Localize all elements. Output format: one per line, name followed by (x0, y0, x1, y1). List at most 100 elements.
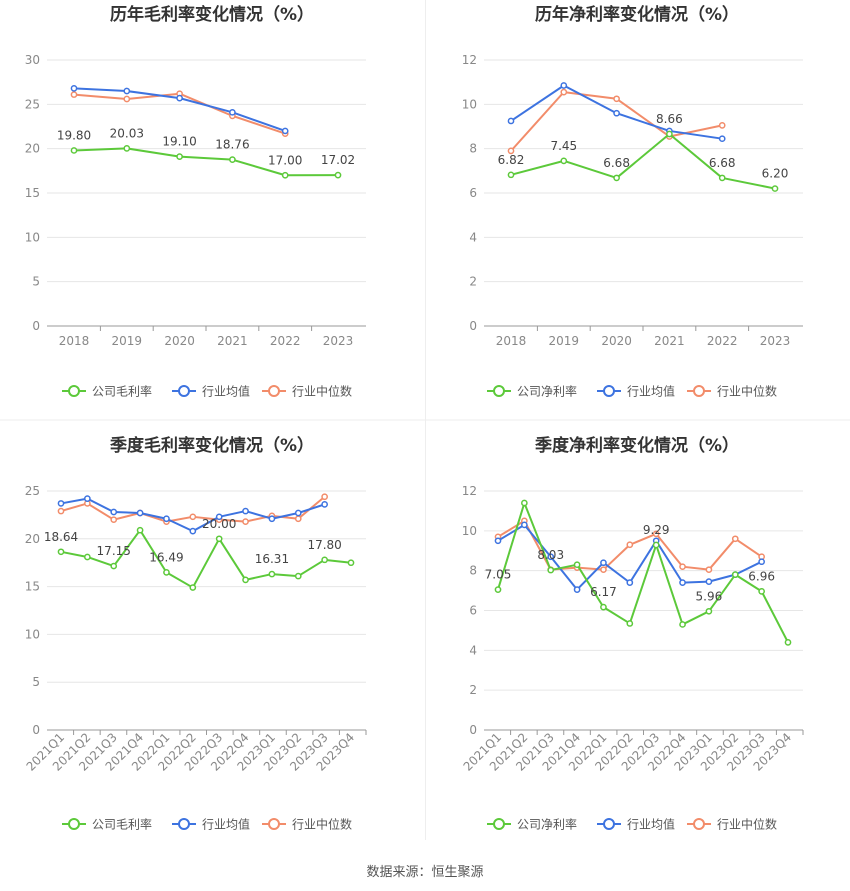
data-point-median (613, 95, 620, 103)
chart-panel-4: 季度净利率变化情况（%）0246810122021Q12021Q22021Q32… (461, 435, 804, 832)
data-point-company (547, 566, 555, 574)
legend-label: 行业均值 (202, 384, 250, 399)
data-point-company (136, 526, 144, 534)
data-point-avg (613, 109, 620, 117)
data-point-median (57, 507, 65, 515)
data-point-median (679, 563, 686, 571)
data-point-avg (136, 509, 144, 517)
y-tick-label: 6 (469, 604, 477, 618)
y-tick-label: 30 (25, 53, 40, 67)
data-label: 17.02 (321, 153, 355, 167)
data-point-company (84, 553, 91, 561)
data-point-company (242, 576, 249, 584)
legend-label: 行业均值 (202, 817, 250, 832)
legend-label: 行业均值 (627, 384, 675, 399)
data-point-avg (281, 127, 289, 135)
data-point-avg (294, 509, 302, 517)
x-tick-label: 2020 (164, 334, 195, 348)
series-line-company (497, 501, 789, 643)
data-point-avg (123, 87, 131, 95)
data-point-company (626, 620, 634, 627)
chart-panel-2: 历年净利率变化情况（%） 0 2 4 6 8 10 12 2018 2019 2020 2021 202… (462, 4, 803, 399)
y-tick-label: 10 (462, 524, 477, 538)
data-point-avg (242, 507, 249, 515)
data-point-company (494, 586, 502, 593)
chart-panel-3: 季度毛利率变化情况（%）05101520252021Q12021Q22021Q3… (24, 435, 367, 832)
legend-swatch-marker (603, 385, 615, 397)
legend-swatch-marker (693, 385, 705, 397)
data-point-avg (70, 85, 78, 92)
data-point-company (679, 621, 686, 628)
data-label: 17.15 (97, 544, 131, 558)
data-point-company (110, 562, 118, 570)
data-point-median (718, 122, 726, 129)
legend-swatch-marker (493, 818, 505, 830)
data-label: 8.66 (656, 112, 683, 126)
y-tick-label: 2 (469, 683, 477, 697)
chart-title: 历年毛利率变化情况（%） (110, 4, 314, 25)
data-point-avg (268, 515, 276, 523)
data-point-avg (507, 117, 515, 125)
data-point-company (176, 153, 183, 160)
y-tick-label: 8 (469, 564, 477, 578)
data-point-median (294, 515, 302, 523)
x-tick-label: 2023 (323, 334, 354, 348)
y-tick-label: 20 (25, 142, 40, 156)
data-label: 9.29 (643, 523, 670, 537)
y-tick-label: 0 (469, 319, 477, 333)
legend-item-avg: 行业均值 (597, 384, 675, 399)
panel-divider (425, 0, 426, 840)
data-point-median (242, 518, 249, 525)
y-tick-label: 4 (469, 230, 477, 244)
legend: 公司毛利率 行业均值 行业中位数 (62, 384, 352, 399)
data-point-median (652, 530, 660, 538)
y-tick-label: 15 (25, 186, 40, 200)
legend: 公司净利率 行业均值 行业中位数 (487, 384, 777, 399)
data-point-company (718, 174, 726, 182)
legend-label: 行业中位数 (717, 384, 777, 399)
y-tick-label: 2 (469, 275, 477, 289)
data-point-avg (84, 495, 91, 502)
legend-item-company: 公司毛利率 (62, 384, 152, 399)
y-tick-label: 12 (462, 484, 477, 498)
legend-label: 公司净利率 (517, 384, 577, 399)
data-point-avg (600, 559, 607, 567)
legend-item-company: 公司净利率 (487, 384, 577, 399)
x-tick-label: 2020 (601, 334, 632, 348)
data-label: 18.76 (215, 138, 249, 152)
data-point-avg (705, 578, 713, 585)
y-tick-label: 0 (32, 319, 40, 333)
data-label: 6.96 (748, 569, 775, 583)
data-point-company (70, 147, 78, 154)
data-point-company (268, 570, 276, 578)
data-label: 6.68 (709, 156, 736, 170)
legend-swatch-marker (68, 385, 80, 397)
data-point-median (70, 91, 78, 98)
data-label: 6.20 (762, 167, 789, 181)
legend: 公司毛利率 行业均值 行业中位数 (62, 817, 352, 832)
data-point-avg (229, 108, 236, 116)
legend-swatch-marker (178, 385, 190, 397)
chart-title: 历年净利率变化情况（%） (535, 4, 739, 25)
x-tick-label: 2018 (496, 334, 527, 348)
data-point-company (294, 572, 302, 580)
data-point-avg (215, 513, 223, 521)
y-tick-label: 25 (25, 484, 40, 498)
data-label: 8.03 (537, 548, 564, 562)
data-point-company (784, 639, 792, 646)
data-point-avg (110, 508, 118, 516)
chart-panel-1: 历年毛利率变化情况（%） 0 5 10 15 20 25 30 2018 2019 2020 2021… (25, 4, 366, 399)
data-point-avg (547, 553, 555, 561)
data-point-avg (718, 135, 726, 143)
data-point-company (189, 584, 197, 591)
data-point-median (600, 566, 607, 574)
y-tick-label: 5 (32, 675, 40, 689)
data-point-median (321, 493, 328, 501)
data-label: 6.17 (590, 585, 617, 599)
y-tick-label: 25 (25, 97, 40, 111)
data-point-avg (521, 521, 528, 529)
data-label: 17.00 (268, 153, 302, 167)
data-label: 6.68 (603, 156, 630, 170)
chart-title: 季度净利率变化情况（%） (535, 435, 739, 456)
data-point-avg (321, 501, 328, 508)
